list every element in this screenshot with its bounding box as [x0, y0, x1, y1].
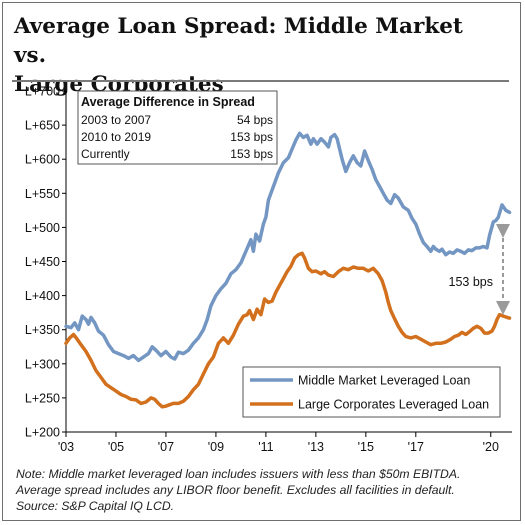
y-tick-label: L+350	[25, 323, 60, 337]
x-tick-label: '20	[483, 440, 499, 454]
chart-frame	[2, 2, 521, 521]
legend-label-middle-market: Middle Market Leveraged Loan	[298, 374, 470, 388]
y-tick-label: L+250	[25, 391, 60, 405]
title-line-1: Average Loan Spread: Middle Market vs.	[14, 14, 463, 68]
inset-table: Average Difference in Spread 2003 to 200…	[77, 90, 278, 165]
gap-label: 153 bps	[449, 275, 493, 289]
x-tick-label: '03	[58, 440, 74, 454]
inset-row-2-value: 153 bps	[230, 130, 273, 144]
y-tick-label: L+400	[25, 289, 60, 303]
inset-row-3-value: 153 bps	[230, 147, 273, 161]
inset-box	[77, 90, 278, 165]
gap-annotation: 153 bps	[449, 224, 510, 315]
inset-row-1-label: 2003 to 2007	[81, 113, 151, 127]
inset-row-2-label: 2010 to 2019	[81, 130, 151, 144]
inset-row-1-value: 54 bps	[237, 113, 273, 127]
legend-box	[242, 366, 501, 418]
series-lines	[64, 131, 512, 409]
y-tick-label: L+650	[25, 119, 60, 133]
y-tick-label: L+600	[25, 153, 60, 167]
x-tick-label: '05	[108, 440, 124, 454]
y-tick-label: L+450	[25, 255, 60, 269]
x-tick-label: '15	[358, 440, 374, 454]
x-tick-label: '09	[208, 440, 224, 454]
legend: Middle Market Leveraged Loan Large Corpo…	[242, 366, 501, 418]
x-tick-label: '07	[158, 440, 174, 454]
note-line-2: Average spread includes any LIBOR floor …	[16, 483, 455, 497]
legend-label-large-corporates: Large Corporates Leveraged Loan	[298, 398, 489, 412]
y-tick-label: L+300	[25, 357, 60, 371]
x-tick-label: '17	[408, 440, 424, 454]
y-tick-label: L+500	[25, 221, 60, 235]
inset-heading: Average Difference in Spread	[81, 95, 255, 109]
note-source: Source: S&P Capital IQ LCD.	[16, 499, 175, 513]
inset-row-3-label: Currently	[81, 147, 130, 161]
axes: L+200 L+250 L+300 L+350 L+400 L+450 L+500 L+550…	[25, 85, 512, 454]
y-tick-label: L+550	[25, 187, 60, 201]
title-divider	[12, 80, 509, 82]
y-tick-label: L+700	[25, 85, 60, 99]
series-line-middle-market	[64, 131, 512, 363]
series-line-large-corporates	[64, 251, 512, 409]
x-tick-label: '11	[258, 440, 273, 454]
chart-notes: Note: Middle market leveraged loan inclu…	[16, 466, 516, 514]
note-line-1: Note: Middle market leveraged loan inclu…	[16, 467, 461, 481]
x-tick-label: '13	[308, 440, 324, 454]
y-tick-label: L+200	[25, 426, 60, 440]
